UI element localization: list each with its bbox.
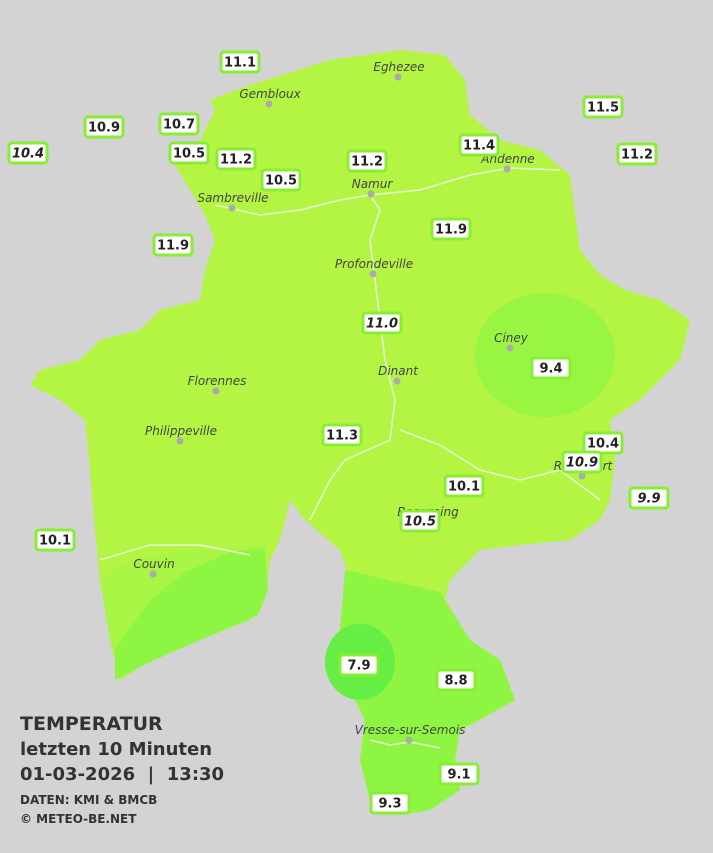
station-box [435, 668, 477, 692]
station-value: 10.1 [448, 480, 480, 495]
station-box [338, 653, 380, 677]
station-value: 11.2 [220, 153, 252, 168]
station-value: 10.9 [88, 121, 120, 136]
city-dot [176, 437, 184, 445]
city-label: Profondeville [335, 257, 413, 271]
legend-copyright: © METEO-BE.NET [20, 812, 137, 826]
station-box [346, 149, 388, 173]
river [369, 739, 441, 749]
station-box [83, 115, 125, 139]
city-dot [393, 377, 401, 385]
station-value: 10.5 [404, 515, 436, 530]
city-label: Dinant [378, 364, 419, 378]
station-box [582, 95, 624, 119]
station-value: 9.9 [637, 492, 660, 507]
station-box [260, 168, 302, 192]
city-dot [578, 472, 586, 480]
station-box [215, 147, 257, 171]
station-value: 9.4 [539, 362, 562, 377]
city-label: Florennes [188, 374, 247, 388]
city-label: Eghezee [373, 60, 424, 74]
city-label: Couvin [133, 557, 174, 571]
station-box [158, 112, 200, 136]
city-dot [265, 100, 273, 108]
station-value: 10.5 [265, 174, 297, 189]
legend-datetime: 01-03-2026 | 13:30 [20, 764, 224, 785]
station-value: 11.9 [435, 223, 467, 238]
station-value: 9.3 [378, 797, 401, 812]
station-box [438, 762, 480, 786]
station-value: 7.9 [347, 659, 370, 674]
station-value: 11.9 [157, 239, 189, 254]
city-dot [149, 570, 157, 578]
city-dot [503, 165, 511, 173]
river [214, 194, 396, 521]
zone-cool [115, 548, 268, 680]
city-dot [394, 73, 402, 81]
station-box [530, 356, 572, 380]
city-dot [369, 270, 377, 278]
station-value: 9.1 [447, 768, 470, 783]
station-box [152, 233, 194, 257]
station-box [34, 528, 76, 552]
station-box [7, 141, 49, 165]
station-value: 8.8 [444, 674, 467, 689]
station-box [219, 50, 261, 74]
zone-cool [475, 293, 615, 417]
station-value: 11.2 [621, 148, 653, 163]
legend-title: TEMPERATUR [20, 713, 163, 735]
station-box [361, 311, 403, 335]
station-value: 10.9 [566, 456, 598, 471]
station-box [582, 431, 624, 455]
station-box [321, 423, 363, 447]
station-box [430, 217, 472, 241]
city-label: Vresse-sur-Semois [355, 723, 466, 737]
city-dot [506, 344, 514, 352]
city-dot [228, 204, 236, 212]
station-value: 11.1 [224, 56, 256, 71]
station-value: 11.2 [351, 155, 383, 170]
river [99, 544, 251, 561]
station-box [399, 509, 441, 533]
city-label: Philippeville [145, 424, 217, 438]
station-value: 11.5 [587, 101, 619, 116]
station-value: 10.5 [173, 147, 205, 162]
station-value: 11.3 [326, 429, 358, 444]
station-value: 11.0 [366, 317, 398, 332]
station-value: 10.4 [587, 437, 619, 452]
legend-period: letzten 10 Minuten [20, 739, 212, 760]
station-box [561, 450, 603, 474]
city-label: Gembloux [239, 87, 301, 101]
station-box [369, 791, 411, 815]
city-label: Sambreville [197, 191, 268, 205]
city-dot [212, 387, 220, 395]
city-label: Ciney [494, 331, 529, 345]
station-box [458, 133, 500, 157]
city-label: Namur [352, 177, 394, 191]
city-dot [367, 190, 375, 198]
station-box [443, 474, 485, 498]
river [399, 429, 601, 501]
river [369, 167, 561, 196]
station-value: 10.4 [12, 147, 44, 162]
city-dot [405, 736, 413, 744]
legend-source: DATEN: KMI & BMCB [20, 793, 157, 807]
station-value: 10.7 [163, 118, 195, 133]
station-box [628, 486, 670, 510]
station-value: 10.1 [39, 534, 71, 549]
station-value: 11.4 [463, 139, 495, 154]
station-box [616, 142, 658, 166]
station-box [168, 141, 210, 165]
